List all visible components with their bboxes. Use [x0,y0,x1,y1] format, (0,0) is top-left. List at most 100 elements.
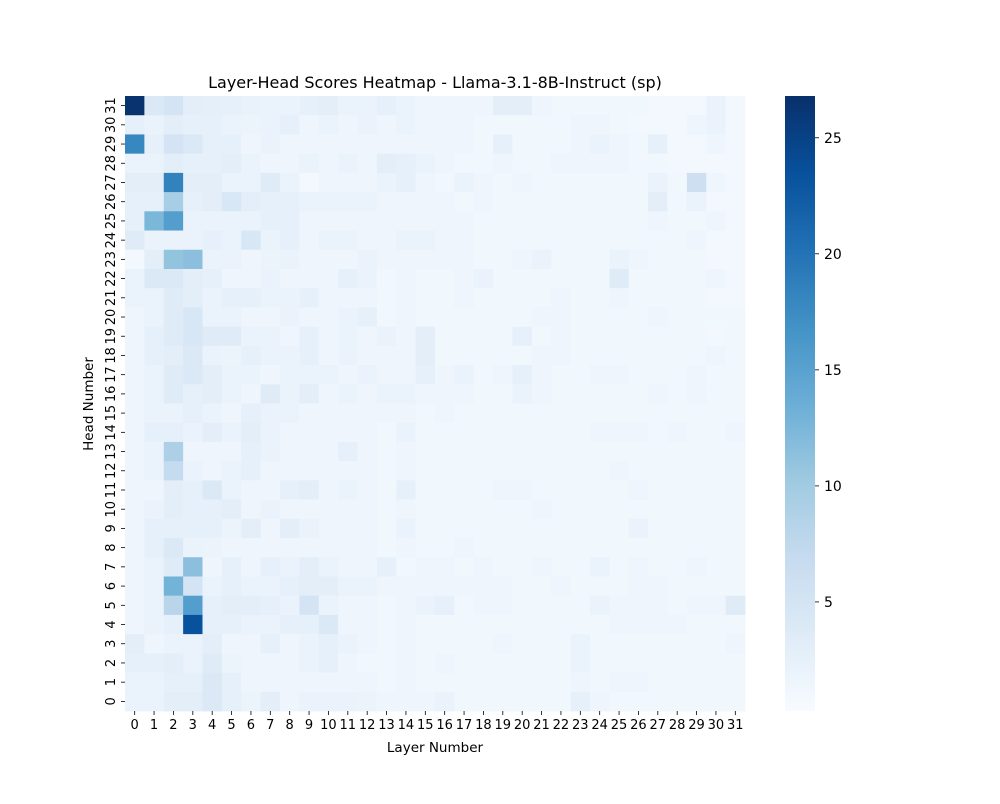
heatmap-cell [280,249,300,270]
heatmap-cell [221,653,242,673]
heatmap-cell [512,691,533,712]
heatmap-cell [299,115,320,135]
x-tick-label: 10 [320,718,337,733]
heatmap-cell [725,672,746,693]
heatmap-cell [415,211,436,231]
heatmap-cell [318,672,339,693]
heatmap-cell [512,557,533,577]
heatmap-cell [144,365,165,385]
heatmap-cell [493,403,513,424]
heatmap-cell [280,172,300,193]
heatmap-cell [725,576,746,597]
heatmap-cell [144,614,165,635]
heatmap-cell [357,268,378,289]
y-tick-label: 14 [104,424,119,441]
heatmap-cell [376,557,397,577]
heatmap-cell [318,115,339,135]
heatmap-cell [376,499,397,520]
heatmap-cell [221,268,242,289]
heatmap-cell [551,691,572,712]
heatmap-cell [686,230,707,251]
heatmap-cell [125,96,145,116]
heatmap-cell [376,288,397,308]
heatmap-cell [473,268,494,289]
heatmap-cell [706,288,727,308]
heatmap-cell [435,230,455,251]
heatmap-cell [473,518,494,539]
heatmap-cell [183,518,203,539]
heatmap-cell [667,192,688,212]
heatmap-cell [531,134,552,155]
heatmap-cell [125,634,145,654]
heatmap-cell [493,653,513,673]
heatmap-cell [125,441,145,462]
heatmap-cell [163,461,184,481]
heatmap-cell [260,365,281,385]
heatmap-cell [686,345,707,366]
heatmap-cell [376,634,397,654]
heatmap-cell [376,614,397,635]
heatmap-cell [415,461,436,481]
heatmap-cell [454,403,475,424]
heatmap-cell [648,288,668,308]
heatmap-cell [435,96,455,116]
heatmap-cell [376,365,397,385]
heatmap-cell [183,480,203,500]
x-tick-label: 30 [708,718,725,733]
heatmap-cell [435,595,455,616]
heatmap-cell [280,307,300,328]
heatmap-cell [706,441,727,462]
heatmap-cell [473,288,494,308]
heatmap-cell [648,557,668,577]
heatmap-cell [376,384,397,404]
heatmap-cell [338,96,358,116]
heatmap-cell [202,422,223,443]
heatmap-cell [590,403,610,424]
heatmap-cell [125,480,145,500]
heatmap-cell [338,441,358,462]
heatmap-cell [454,461,475,481]
heatmap-cell [473,230,494,251]
heatmap-cell [260,653,281,673]
heatmap-cell [144,192,165,212]
heatmap-cell [125,192,145,212]
heatmap-cell [415,249,436,270]
heatmap-cell [531,557,552,577]
x-tick-label: 25 [611,718,628,733]
y-tick-label: 0 [104,697,119,705]
heatmap-cell [609,634,630,654]
y-tick-label: 21 [104,290,119,307]
heatmap-cell [648,691,668,712]
heatmap-cell [241,326,262,347]
heatmap-cell [260,288,281,308]
heatmap-cell [706,557,727,577]
heatmap-cell [493,384,513,404]
heatmap-cell [221,211,242,231]
heatmap-cell [318,499,339,520]
heatmap-cell [435,403,455,424]
heatmap-cell [590,96,610,116]
heatmap-cell [125,365,145,385]
heatmap-cell [512,441,533,462]
heatmap-cell [415,441,436,462]
heatmap-cell [531,653,552,673]
x-tick-label: 24 [591,718,608,733]
heatmap-cell [473,480,494,500]
heatmap-cell [144,249,165,270]
heatmap-cell [435,518,455,539]
heatmap-cell [435,691,455,712]
heatmap-cell [435,288,455,308]
heatmap-cell [396,441,417,462]
heatmap-cell [667,480,688,500]
x-tick-label: 19 [495,718,512,733]
heatmap-cell [299,211,320,231]
heatmap-cell [163,653,184,673]
heatmap-cell [357,422,378,443]
heatmap-cell [648,192,668,212]
heatmap-cell [435,653,455,673]
heatmap-cell [667,576,688,597]
heatmap-cell [202,288,223,308]
heatmap-cell [531,307,552,328]
heatmap-cell [725,480,746,500]
heatmap-cell [725,653,746,673]
